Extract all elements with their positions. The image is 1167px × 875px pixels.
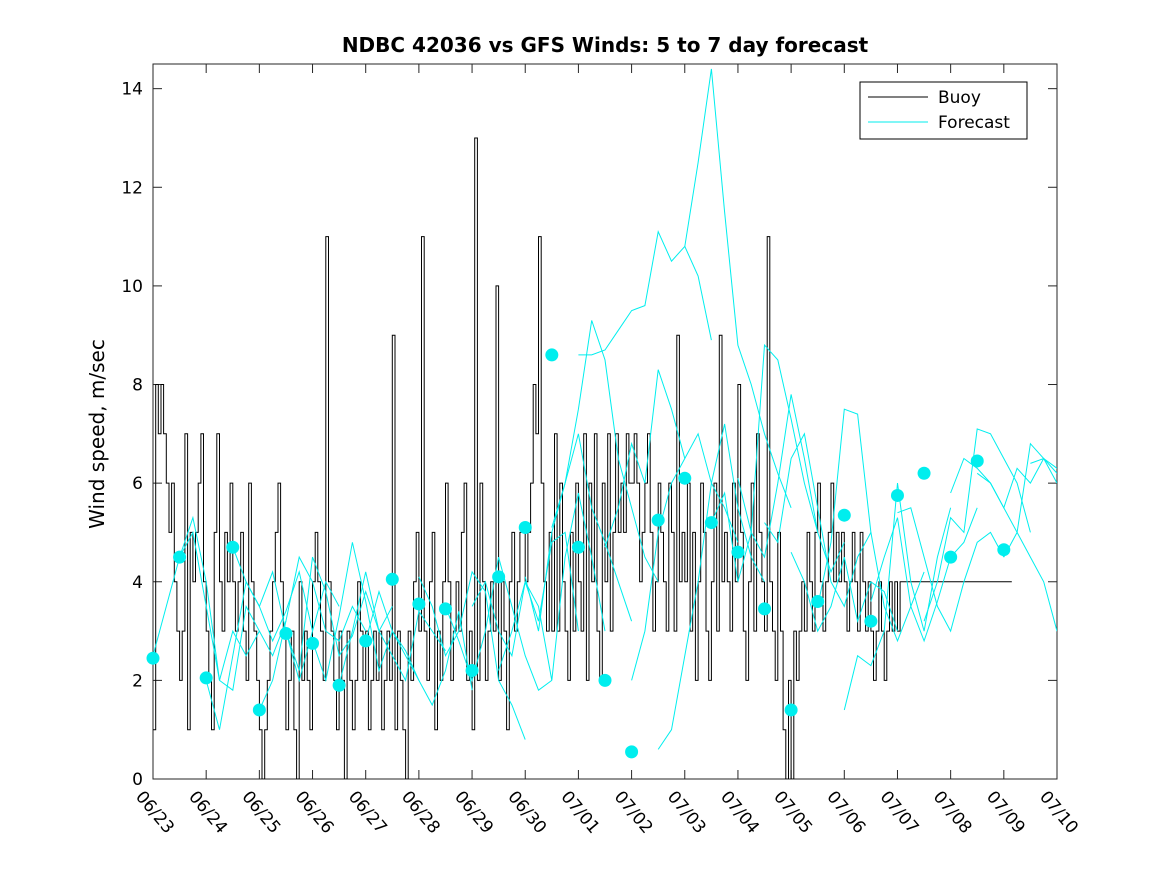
forecast-start-point	[784, 703, 798, 717]
forecast-start-point	[731, 545, 745, 559]
forecast-start-point	[970, 454, 984, 468]
forecast-start-point	[359, 634, 373, 648]
forecast-run-line	[258, 555, 367, 711]
forecast-start-point	[465, 664, 479, 678]
legend: Buoy Forecast	[859, 81, 1028, 140]
y-tick-label: 12	[121, 178, 143, 198]
forecast-run-line	[179, 515, 287, 692]
forecast-start-point	[890, 488, 904, 502]
forecast-start-point	[651, 513, 665, 527]
forecast-start-point	[492, 570, 506, 584]
forecast-start-point	[306, 636, 320, 650]
y-tick-label: 0	[132, 770, 143, 790]
forecast-run-line	[764, 432, 872, 608]
forecast-run-line	[1030, 457, 1057, 469]
forecast-start-point	[279, 627, 293, 641]
forecast-start-point	[598, 673, 612, 687]
forecast-run-line	[817, 408, 925, 643]
legend-box	[859, 81, 1028, 140]
forecast-run-line	[870, 507, 978, 643]
forecast-run-line	[445, 556, 553, 691]
y-tick-label: 10	[121, 277, 143, 297]
forecast-start-point	[173, 550, 187, 564]
y-tick-label: 4	[132, 573, 143, 593]
forecast-run-line	[524, 433, 633, 632]
y-axis-label: Wind speed, m/sec	[85, 339, 109, 529]
forecast-run-line	[551, 320, 659, 583]
forecast-start-point	[226, 540, 240, 554]
forecast-start-point	[252, 703, 266, 717]
forecast-run-line	[312, 542, 420, 683]
y-tick-label: 6	[132, 474, 143, 494]
chart-title: NDBC 42036 vs GFS Winds: 5 to 7 day fore…	[342, 33, 869, 57]
axes-frame	[152, 63, 1058, 780]
forecast-run-line	[365, 589, 473, 707]
forecast-run-line	[684, 68, 792, 508]
legend-forecast-label: Forecast	[938, 113, 1010, 133]
forecast-start-point	[438, 602, 452, 616]
forecast-run-line	[710, 343, 819, 582]
forecast-run-line	[285, 556, 393, 671]
forecast-run-line	[657, 423, 765, 750]
forecast-run-line	[153, 530, 260, 681]
forecast-start-point	[864, 614, 878, 628]
forecast-start-point	[758, 602, 772, 616]
forecast-run-line	[1003, 442, 1057, 558]
forecast-start-point	[704, 516, 718, 530]
forecast-start-point	[199, 671, 213, 685]
forecast-start-point	[837, 508, 851, 522]
forecast-run-line	[631, 432, 739, 681]
forecast-start-point	[997, 543, 1011, 557]
forecast-start-point	[678, 471, 692, 485]
forecast-run-line	[604, 369, 686, 548]
forecast-start-point	[146, 651, 160, 665]
forecast-run-line	[843, 483, 952, 711]
y-tick-label: 8	[132, 376, 143, 396]
forecast-start-point	[917, 466, 931, 480]
y-tick-label: 2	[132, 671, 143, 691]
forecast-run-line	[897, 507, 1005, 633]
forecast-start-point	[944, 550, 958, 564]
forecast-start-point	[571, 540, 585, 554]
forecast-start-point	[811, 594, 825, 608]
y-tick-label: 14	[121, 80, 143, 100]
forecast-start-point	[518, 521, 532, 535]
forecast-start-point	[412, 597, 426, 611]
forecast-run-line	[498, 492, 606, 681]
forecast-run-line	[578, 230, 712, 356]
buoy-series-line	[153, 137, 1012, 779]
forecast-start-point	[332, 678, 346, 692]
forecast-run-line	[338, 571, 446, 686]
forecast-run-line	[923, 428, 1031, 622]
forecast-start-point	[385, 572, 399, 586]
forecast-run-line	[790, 551, 898, 633]
legend-buoy-label: Buoy	[938, 88, 981, 108]
forecast-start-point	[625, 745, 639, 759]
forecast-run-line	[418, 570, 526, 740]
forecast-start-point	[545, 348, 559, 362]
